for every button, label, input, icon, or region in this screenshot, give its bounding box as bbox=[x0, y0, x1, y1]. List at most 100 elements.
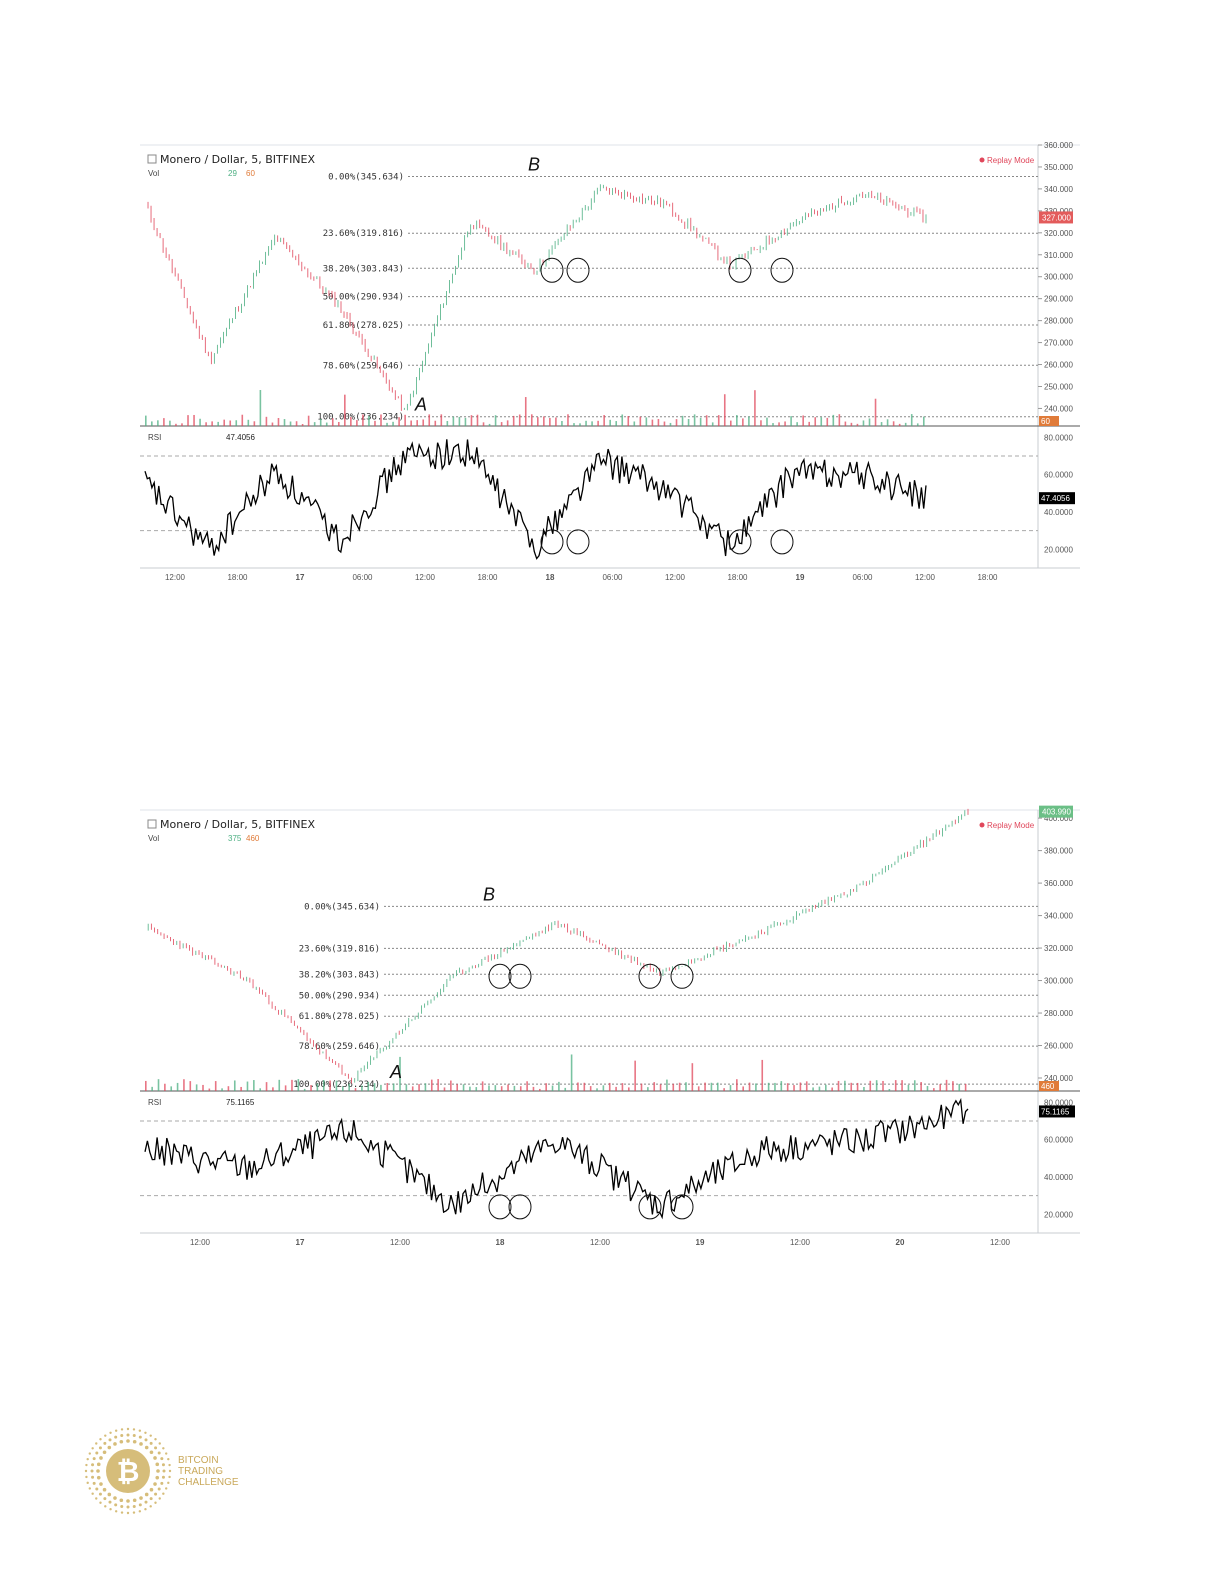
time-axis-label: 12:00 bbox=[915, 573, 936, 580]
volume-bar bbox=[272, 1087, 274, 1091]
volume-bar bbox=[609, 419, 611, 426]
volume-bar bbox=[145, 1080, 147, 1091]
price-axis-label: 240.000 bbox=[1044, 404, 1073, 413]
volume-bar bbox=[558, 1081, 560, 1091]
volume-bar bbox=[796, 422, 798, 426]
rsi-value-label: 47.4056 bbox=[226, 433, 255, 442]
volume-bar bbox=[169, 420, 171, 426]
volume-bar bbox=[621, 1083, 624, 1091]
volume-bar bbox=[488, 1085, 490, 1091]
volume-bar bbox=[335, 1080, 338, 1091]
volume-bar bbox=[411, 1086, 414, 1091]
volume-bar bbox=[862, 420, 865, 426]
logo-dot bbox=[162, 1492, 165, 1495]
logo-dot bbox=[98, 1492, 102, 1496]
volume-label: Vol bbox=[148, 169, 159, 178]
volume-bar bbox=[901, 1080, 903, 1091]
volume-bar bbox=[869, 1080, 872, 1091]
logo-dot bbox=[98, 1446, 102, 1450]
annotation-a: A bbox=[389, 1062, 402, 1082]
volume-bar bbox=[808, 421, 810, 426]
price-axis-label: 290.000 bbox=[1044, 295, 1073, 304]
time-axis-label: 06:00 bbox=[852, 573, 873, 580]
logo-dot bbox=[99, 1501, 102, 1504]
volume-bar bbox=[904, 422, 907, 426]
logo-dot bbox=[95, 1442, 98, 1445]
time-axis-label: 12:00 bbox=[590, 1238, 611, 1247]
volume-bar bbox=[704, 1082, 706, 1091]
volume-bar bbox=[880, 422, 883, 426]
time-axis-label: 17 bbox=[296, 573, 305, 580]
volume-bar bbox=[398, 417, 400, 426]
fib-touch-circle bbox=[488, 963, 512, 989]
price-axis-label: 280.000 bbox=[1044, 317, 1073, 326]
volume-bar bbox=[818, 1086, 821, 1091]
volume-bar bbox=[814, 417, 817, 426]
volume-bar bbox=[922, 416, 925, 426]
time-axis-label: 17 bbox=[296, 1238, 305, 1247]
volume-bar bbox=[939, 1084, 942, 1091]
fib-touch-circle bbox=[670, 963, 694, 989]
volume-bar bbox=[240, 1086, 242, 1091]
volume-bar bbox=[265, 416, 268, 426]
logo-dot bbox=[132, 1511, 136, 1514]
fib-touch-circle bbox=[508, 963, 532, 989]
volume-bar bbox=[639, 416, 642, 426]
price-axis-label: 400.000 bbox=[1044, 814, 1073, 823]
volume-bar bbox=[157, 1079, 160, 1091]
volume-bar bbox=[780, 1081, 783, 1091]
volume-bar bbox=[545, 1083, 547, 1091]
logo-dot bbox=[138, 1429, 142, 1432]
volume-bar bbox=[284, 1085, 287, 1091]
volume-bar bbox=[615, 421, 618, 426]
volume-bar bbox=[519, 1086, 522, 1091]
logo-dot bbox=[144, 1445, 149, 1450]
logo-dot bbox=[132, 1504, 136, 1508]
logo-dot bbox=[109, 1508, 112, 1511]
logo-dot bbox=[108, 1500, 112, 1504]
volume-bar bbox=[443, 1087, 446, 1091]
logo-dot bbox=[86, 1457, 89, 1461]
rsi-badge-label: 75.1165 bbox=[1041, 1107, 1070, 1116]
volume-bar bbox=[367, 1081, 370, 1091]
price-axis-label: 320.000 bbox=[1044, 229, 1073, 238]
volume-bar bbox=[303, 1088, 306, 1091]
last-price-label: 403.990 bbox=[1042, 808, 1071, 817]
volume-bar bbox=[710, 1082, 713, 1091]
logo-dot bbox=[132, 1439, 137, 1444]
chart-panel-1: 360.000 350.000 340.000 330.000 320.000 310.0… bbox=[140, 140, 1080, 580]
volume-bar bbox=[271, 422, 274, 426]
volume-bar bbox=[597, 420, 599, 426]
volume-bar bbox=[424, 1083, 427, 1091]
logo-dot bbox=[120, 1504, 124, 1508]
logo-dot bbox=[132, 1428, 136, 1431]
volume-bar bbox=[964, 1083, 967, 1091]
rsi-value-badge bbox=[1039, 492, 1075, 505]
volume-bar bbox=[910, 414, 913, 426]
rsi-line bbox=[144, 439, 927, 560]
logo-dot bbox=[167, 1481, 170, 1485]
volume-bar bbox=[868, 418, 871, 426]
logo-dot bbox=[168, 1475, 171, 1479]
volume-badge-label: 60 bbox=[1041, 417, 1050, 426]
volume-bar bbox=[145, 415, 147, 426]
volume-bar bbox=[475, 1087, 478, 1091]
volume-bar bbox=[831, 1087, 833, 1091]
rsi-badge-label: 47.4056 bbox=[1041, 494, 1070, 503]
logo-dot bbox=[84, 1469, 88, 1473]
logo-dot bbox=[109, 1431, 112, 1434]
volume-bar bbox=[583, 1082, 586, 1091]
volume-bar bbox=[151, 421, 153, 426]
price-axis-label: 360.000 bbox=[1044, 141, 1073, 150]
logo-dot bbox=[144, 1492, 149, 1497]
logo-dot bbox=[153, 1456, 157, 1460]
volume-value-1: 29 bbox=[228, 169, 237, 178]
volume-bar bbox=[361, 1085, 363, 1091]
volume-bar bbox=[446, 421, 449, 426]
volume-bar bbox=[354, 1088, 357, 1091]
volume-bar bbox=[958, 1083, 961, 1091]
logo-dot bbox=[104, 1505, 107, 1508]
volume-bar bbox=[561, 421, 563, 426]
volume-badge-label: 460 bbox=[1041, 1082, 1055, 1091]
volume-bar bbox=[755, 1083, 757, 1091]
